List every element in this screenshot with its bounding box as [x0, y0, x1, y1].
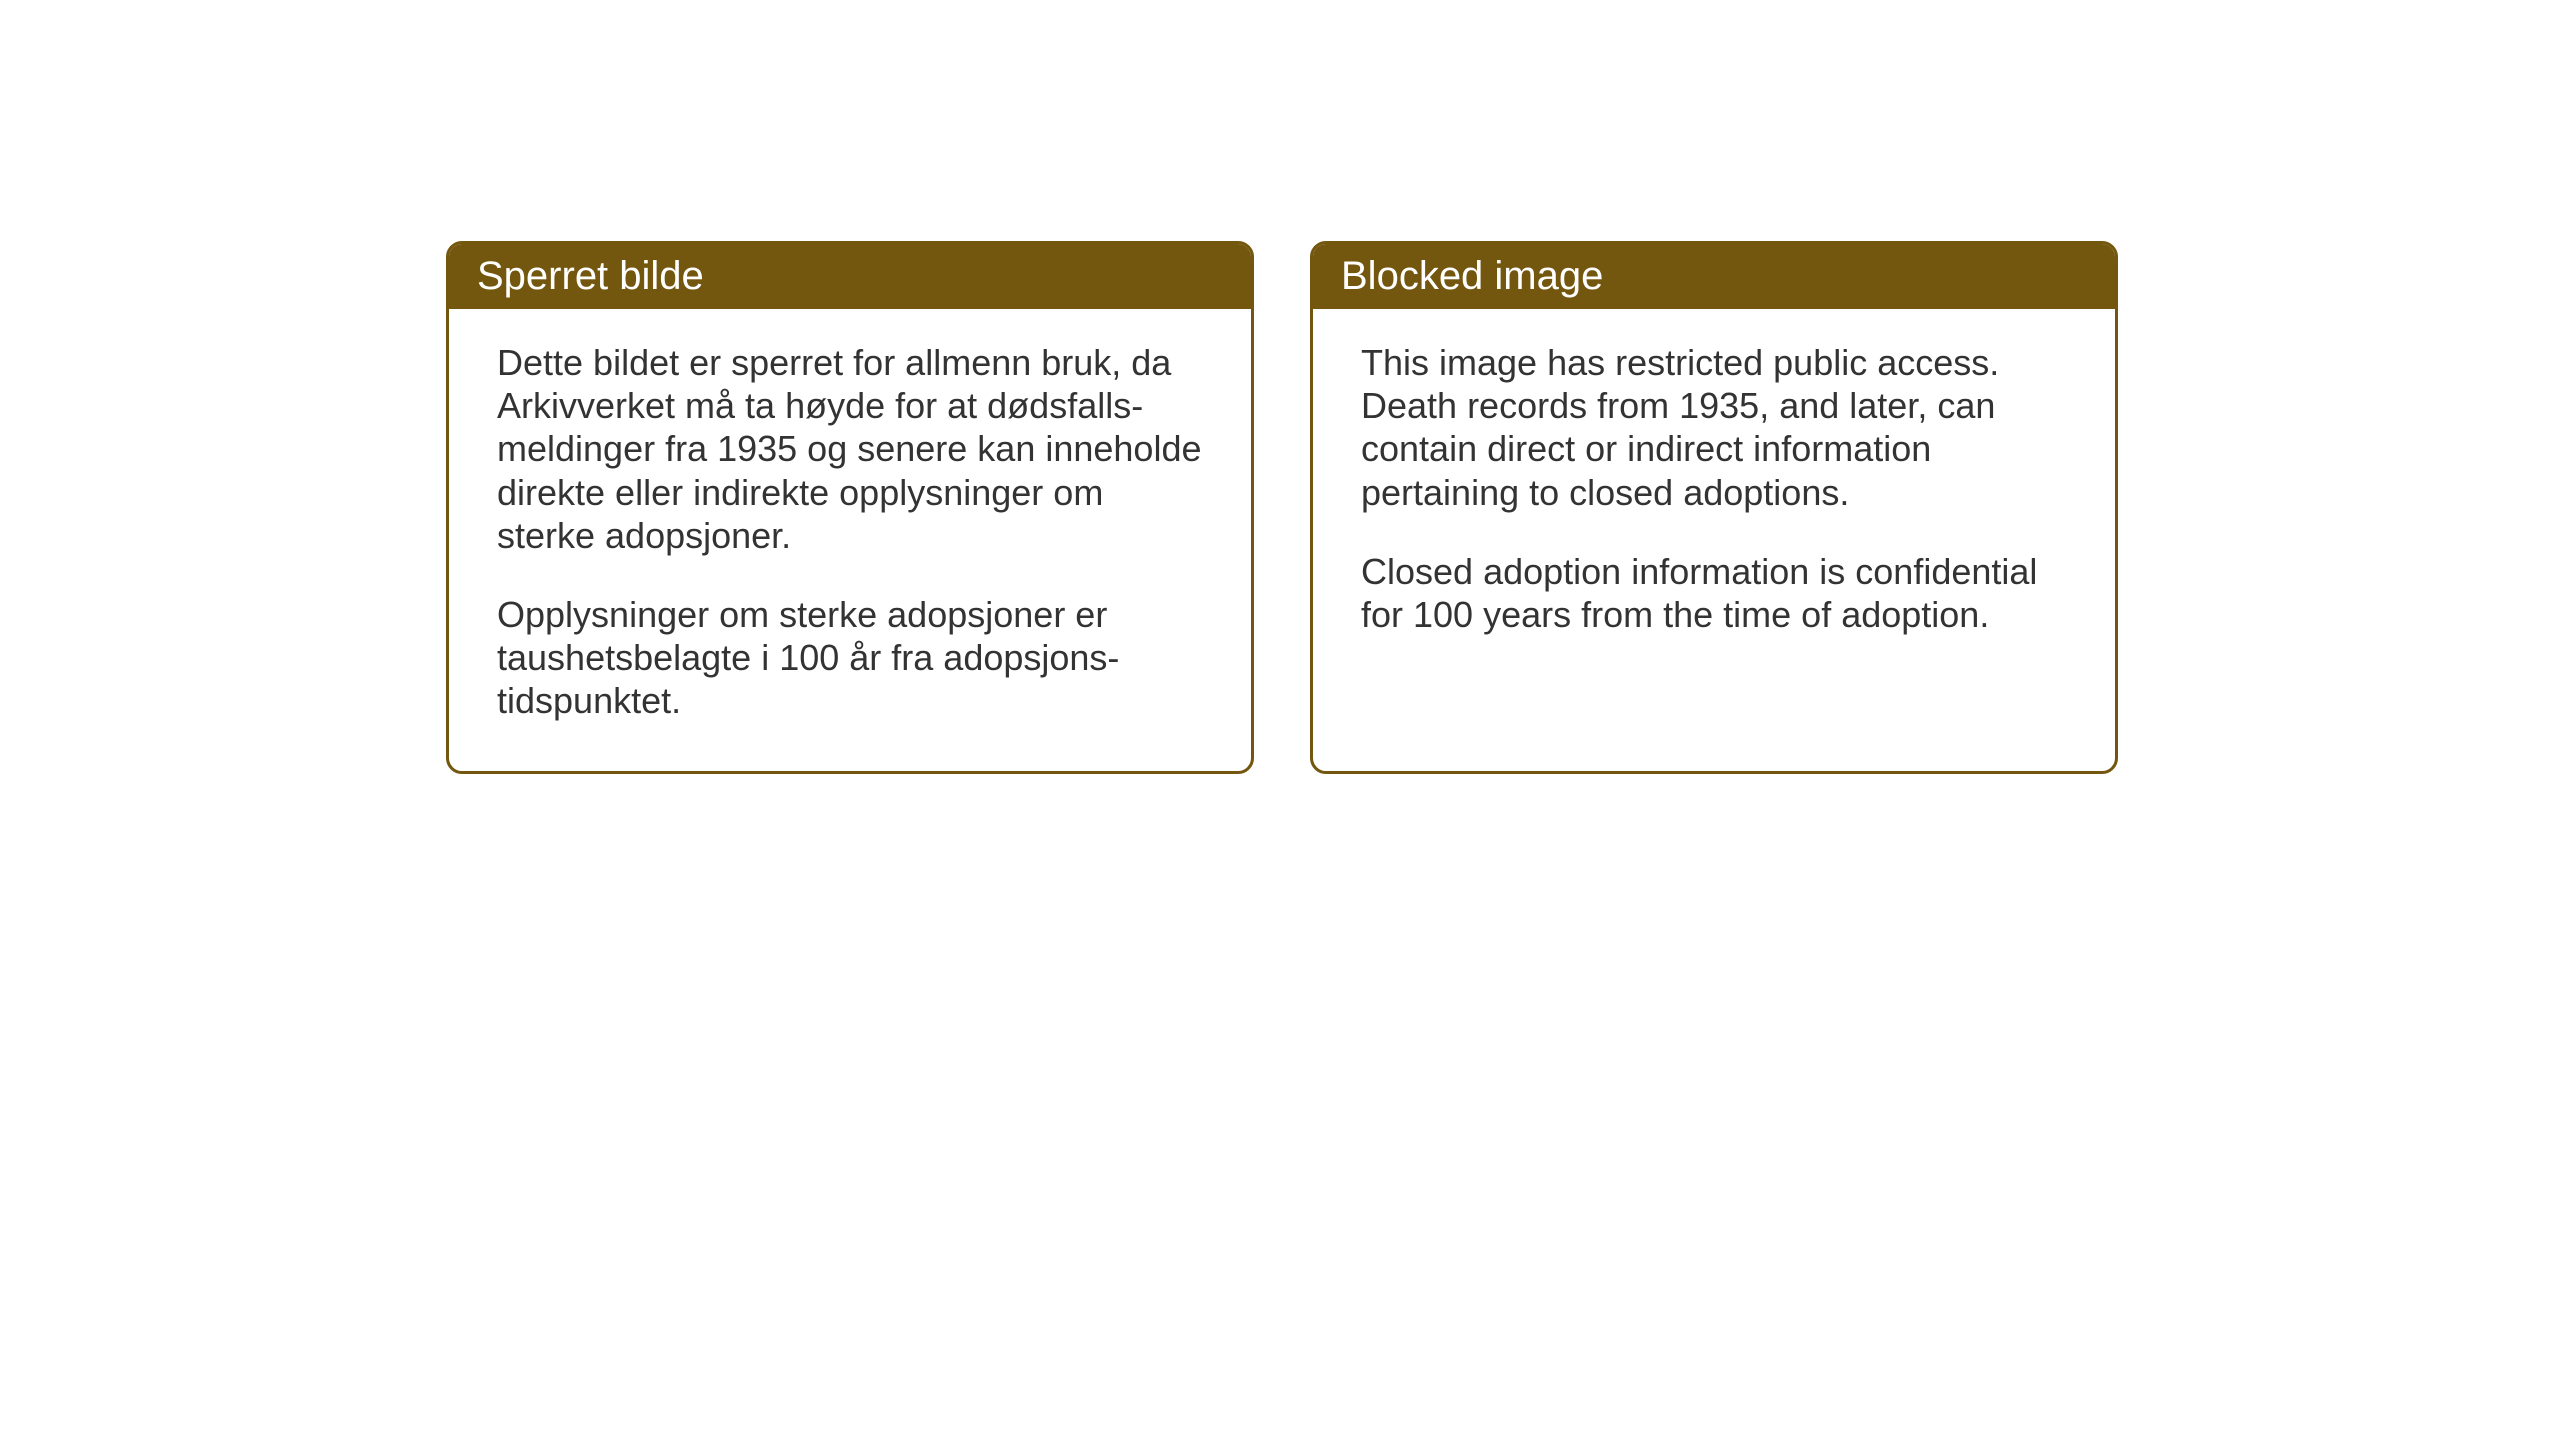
norwegian-paragraph-1: Dette bildet er sperret for allmenn bruk… — [497, 341, 1203, 557]
norwegian-card-title: Sperret bilde — [449, 244, 1251, 309]
norwegian-paragraph-2: Opplysninger om sterke adopsjoner er tau… — [497, 593, 1203, 723]
norwegian-card-body: Dette bildet er sperret for allmenn bruk… — [449, 309, 1251, 771]
english-notice-card: Blocked image This image has restricted … — [1310, 241, 2118, 774]
english-card-body: This image has restricted public access.… — [1313, 309, 2115, 684]
notice-container: Sperret bilde Dette bildet er sperret fo… — [446, 241, 2118, 774]
english-paragraph-2: Closed adoption information is confident… — [1361, 550, 2067, 636]
norwegian-notice-card: Sperret bilde Dette bildet er sperret fo… — [446, 241, 1254, 774]
english-card-title: Blocked image — [1313, 244, 2115, 309]
english-paragraph-1: This image has restricted public access.… — [1361, 341, 2067, 514]
